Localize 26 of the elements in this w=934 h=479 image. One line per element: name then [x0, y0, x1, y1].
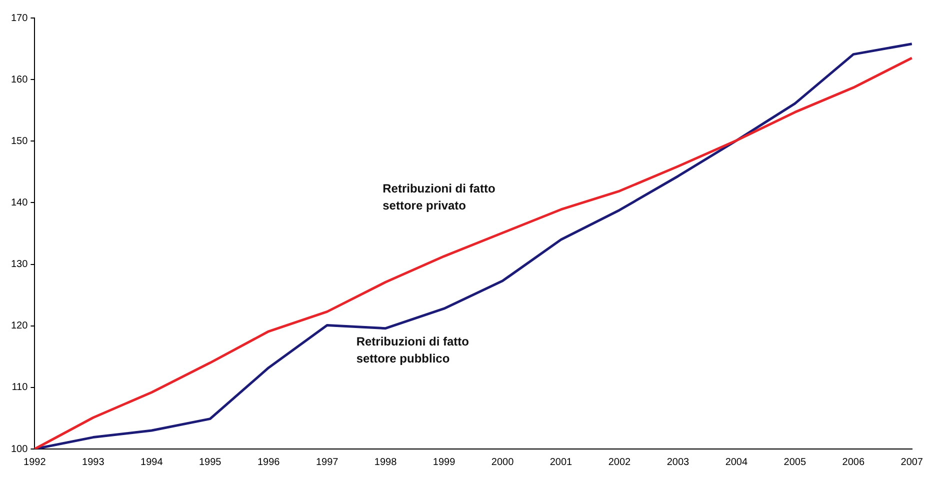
y-tick-label: 140: [10, 197, 28, 208]
x-tick-label: 2005: [784, 456, 806, 468]
y-tick-label: 130: [10, 259, 28, 270]
x-tick-label: 2000: [491, 456, 514, 468]
x-tick-label: 1992: [24, 456, 46, 468]
x-tick-label: 1993: [82, 456, 105, 468]
x-tick-label: 1996: [257, 456, 280, 468]
x-tick-label: 2004: [725, 456, 748, 468]
y-tick-label: 150: [10, 136, 28, 147]
x-tick-label: 2007: [900, 456, 924, 468]
x-tick-label: 2002: [608, 456, 632, 468]
x-tick-label: 1999: [432, 456, 456, 468]
x-tick-label: 2003: [666, 456, 690, 468]
x-tick-label: 2006: [842, 456, 865, 468]
series-label: Retribuzioni di fatto settore pubblico: [356, 334, 469, 366]
x-tick-label: 1997: [316, 456, 339, 468]
y-tick-label: 120: [10, 320, 28, 332]
series-label: Retribuzioni di fatto settore privato: [382, 181, 496, 212]
y-tick-label: 100: [10, 444, 28, 455]
x-tick-label: 1998: [374, 456, 398, 468]
x-tick-label: 2001: [550, 456, 573, 468]
x-tick-label: 1995: [199, 456, 222, 468]
x-tick-label: 1994: [140, 456, 164, 468]
y-tick-label: 110: [12, 382, 28, 394]
y-tick-label: 160: [10, 74, 28, 86]
y-tick-label: 170: [10, 12, 28, 24]
